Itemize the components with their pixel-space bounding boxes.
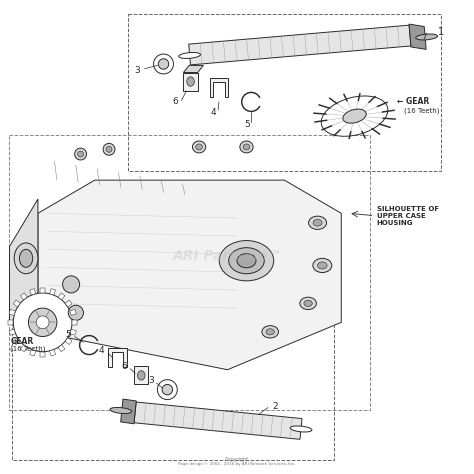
Ellipse shape (110, 408, 132, 413)
Ellipse shape (103, 143, 115, 155)
Polygon shape (30, 289, 36, 295)
Circle shape (28, 308, 57, 337)
Ellipse shape (106, 146, 112, 152)
Polygon shape (108, 348, 127, 367)
Ellipse shape (262, 326, 278, 338)
Ellipse shape (219, 241, 274, 281)
Bar (12, 280, 334, 460)
Polygon shape (65, 300, 72, 307)
Ellipse shape (309, 216, 327, 229)
Ellipse shape (300, 297, 317, 310)
Ellipse shape (179, 53, 201, 58)
Text: GEAR: GEAR (10, 337, 34, 346)
Ellipse shape (154, 54, 173, 74)
Polygon shape (58, 293, 65, 300)
Bar (134, 366, 148, 384)
Polygon shape (40, 288, 45, 293)
Ellipse shape (243, 144, 250, 150)
Text: UPPER CASE: UPPER CASE (377, 213, 426, 219)
Ellipse shape (78, 151, 83, 157)
Text: 3: 3 (148, 376, 154, 385)
Polygon shape (70, 310, 76, 315)
Polygon shape (134, 402, 302, 439)
Ellipse shape (290, 426, 312, 432)
Polygon shape (30, 349, 36, 356)
Text: (16 Teeth): (16 Teeth) (404, 107, 439, 114)
Ellipse shape (14, 243, 38, 274)
Text: (16 Teeth): (16 Teeth) (10, 345, 46, 352)
Text: Copyright: Copyright (225, 457, 249, 463)
Ellipse shape (75, 148, 86, 160)
Text: 6: 6 (121, 362, 127, 371)
Text: 4: 4 (210, 108, 216, 117)
Polygon shape (58, 345, 65, 352)
Polygon shape (9, 329, 16, 335)
Ellipse shape (266, 328, 274, 335)
Ellipse shape (157, 380, 177, 400)
Ellipse shape (313, 219, 322, 226)
Ellipse shape (196, 144, 202, 150)
Text: 6: 6 (172, 98, 178, 106)
Polygon shape (9, 310, 16, 315)
Polygon shape (183, 65, 203, 73)
Text: 2: 2 (273, 402, 278, 411)
Text: 1: 1 (438, 27, 445, 37)
Text: HOUSING: HOUSING (377, 220, 413, 226)
Ellipse shape (162, 384, 173, 395)
Ellipse shape (19, 249, 33, 267)
Polygon shape (13, 338, 20, 345)
Ellipse shape (137, 371, 145, 380)
Text: 5: 5 (65, 330, 71, 338)
Text: SILHOUETTE OF: SILHOUETTE OF (377, 206, 439, 211)
Text: ← GEAR: ← GEAR (397, 98, 429, 106)
Ellipse shape (192, 141, 206, 153)
Ellipse shape (343, 109, 366, 123)
Circle shape (13, 293, 72, 352)
Polygon shape (409, 24, 426, 49)
Ellipse shape (228, 248, 264, 274)
Polygon shape (9, 199, 38, 341)
Polygon shape (40, 352, 45, 357)
Ellipse shape (313, 258, 332, 273)
Text: ARI Partsam™: ARI Partsam™ (173, 249, 283, 263)
Polygon shape (13, 300, 20, 307)
Text: 4: 4 (99, 346, 104, 355)
Polygon shape (50, 289, 55, 295)
Polygon shape (38, 180, 341, 370)
Ellipse shape (158, 59, 169, 69)
Polygon shape (121, 399, 136, 424)
Ellipse shape (416, 34, 438, 40)
Polygon shape (50, 349, 55, 356)
Ellipse shape (304, 301, 312, 307)
Circle shape (63, 276, 80, 293)
Bar (9, 135, 370, 410)
Ellipse shape (237, 254, 256, 268)
Polygon shape (189, 25, 411, 65)
Polygon shape (20, 293, 27, 300)
Ellipse shape (318, 262, 327, 269)
Bar (183, 73, 198, 91)
Text: 5: 5 (245, 120, 250, 128)
Bar (128, 14, 441, 171)
Polygon shape (65, 338, 72, 345)
Polygon shape (72, 320, 77, 325)
Polygon shape (8, 320, 13, 325)
Polygon shape (210, 78, 228, 97)
Text: Page design © 2004 - 2016 by ARI Network Services, Inc.: Page design © 2004 - 2016 by ARI Network… (178, 462, 296, 466)
Polygon shape (20, 345, 27, 352)
Ellipse shape (187, 77, 194, 86)
Circle shape (68, 305, 83, 320)
Polygon shape (70, 329, 76, 335)
Circle shape (36, 316, 49, 329)
Text: 3: 3 (134, 66, 140, 74)
Ellipse shape (321, 96, 388, 137)
Ellipse shape (240, 141, 253, 153)
